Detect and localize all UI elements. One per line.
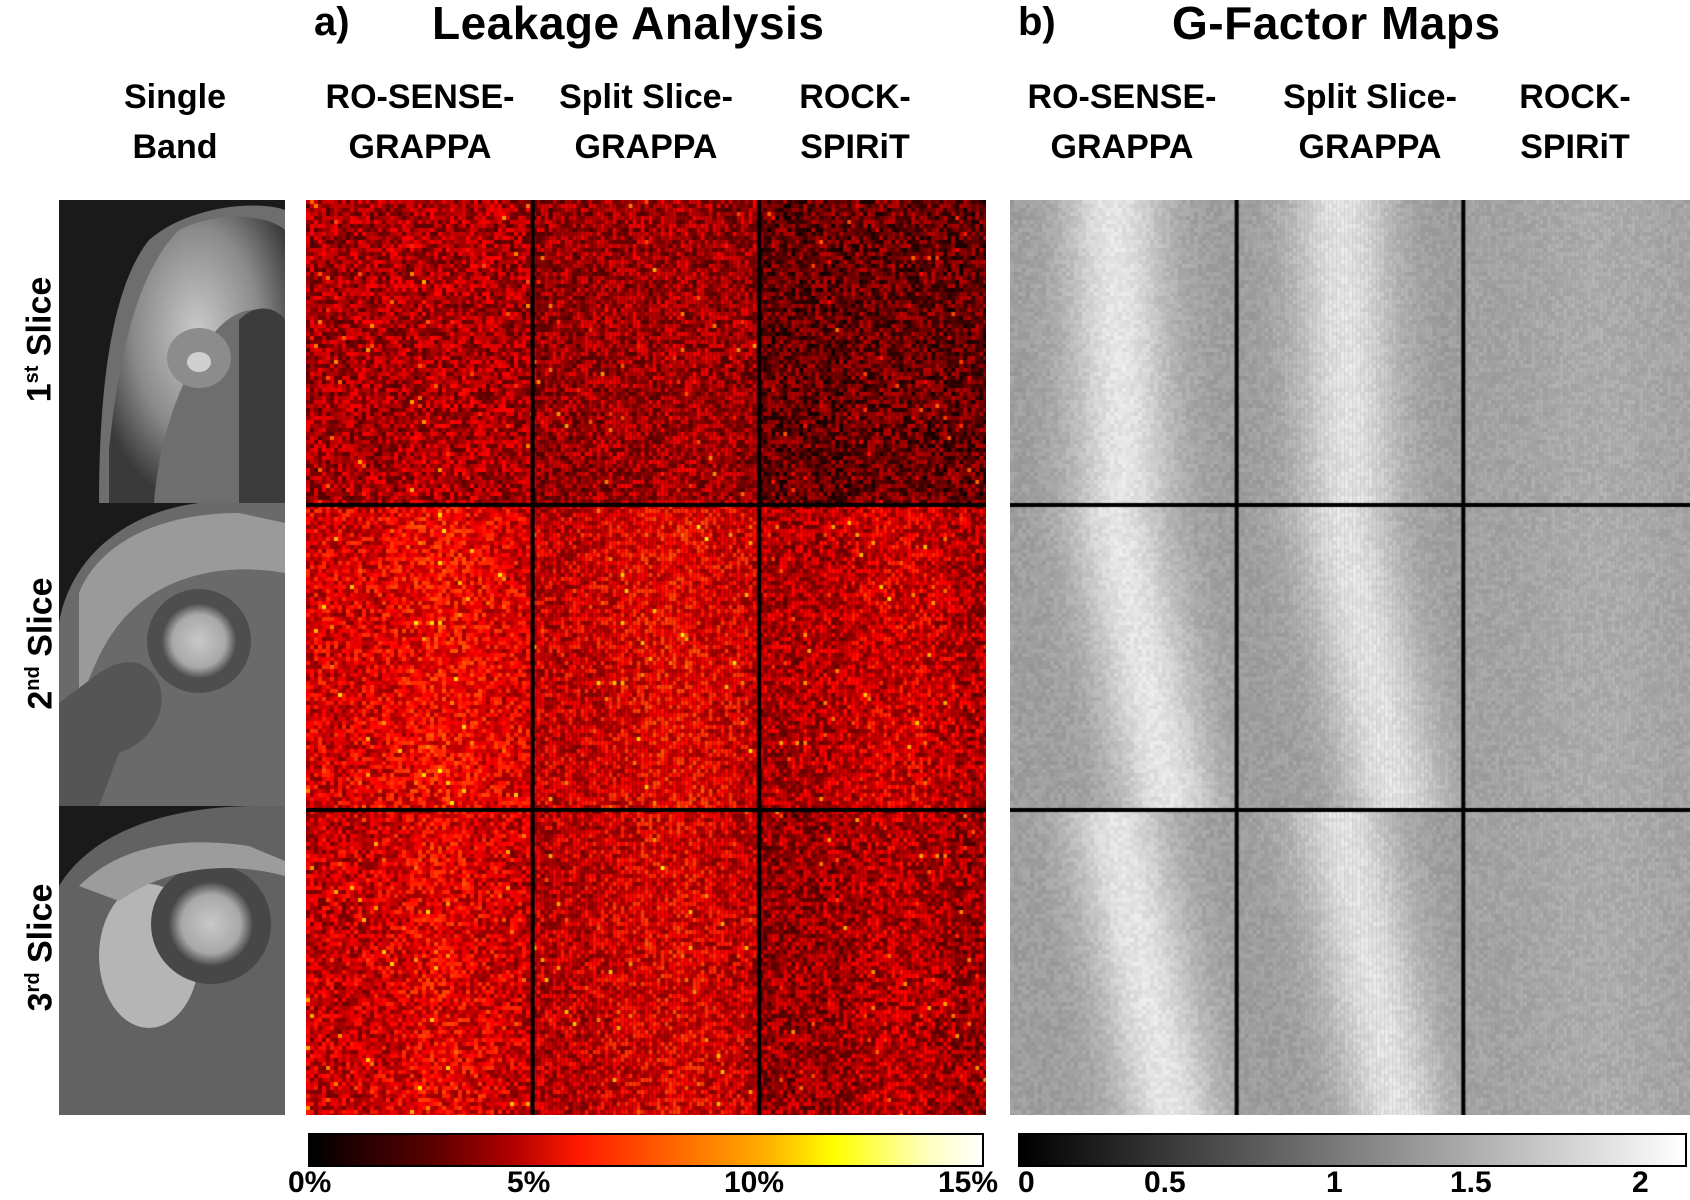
header-line: ROCK- bbox=[799, 78, 911, 116]
header-line: GRAPPA bbox=[1298, 128, 1442, 166]
leakage-colorbar bbox=[308, 1133, 984, 1167]
leakage-analysis-grid bbox=[306, 200, 986, 1115]
panel-a-letter: a) bbox=[314, 0, 350, 44]
single-band-image-column bbox=[59, 200, 285, 1115]
header-line: ROCK- bbox=[1519, 78, 1631, 116]
g-factor-colorbar bbox=[1018, 1133, 1687, 1167]
leakage-analysis-maps bbox=[306, 200, 986, 1115]
single-band-slice-3 bbox=[59, 806, 285, 1115]
row-header-2nd-slice: 2nd Slice bbox=[22, 559, 61, 729]
row-number: 3 bbox=[21, 992, 60, 1012]
header-line: SPIRiT bbox=[800, 128, 910, 166]
header-line: RO-SENSE- bbox=[325, 78, 515, 116]
panel-b-letter: b) bbox=[1018, 0, 1056, 44]
column-header-a-ro-sense-grappa: RO-SENSE- GRAPPA bbox=[310, 72, 530, 172]
g-factor-tick-1-5: 1.5 bbox=[1450, 1166, 1492, 1199]
header-line: Split Slice- bbox=[1283, 78, 1457, 116]
single-band-slice-2 bbox=[59, 503, 285, 806]
leakage-tick-15: 15% bbox=[938, 1166, 999, 1199]
header-line: GRAPPA bbox=[1050, 128, 1194, 166]
row-header-3rd-slice: 3rd Slice bbox=[22, 863, 61, 1033]
g-factor-tick-1: 1 bbox=[1326, 1166, 1343, 1199]
single-band-images bbox=[59, 200, 285, 1115]
row-word: Slice bbox=[21, 883, 60, 973]
header-line: Split Slice- bbox=[559, 78, 733, 116]
g-factor-tick-0-5: 0.5 bbox=[1144, 1166, 1186, 1199]
header-line: GRAPPA bbox=[574, 128, 718, 166]
single-band-slice-1 bbox=[59, 200, 285, 504]
header-line: Band bbox=[132, 128, 218, 166]
panel-a-title: Leakage Analysis bbox=[432, 0, 825, 49]
column-header-b-rock-spirit: ROCK- SPIRiT bbox=[1490, 72, 1660, 172]
panel-b-title: G-Factor Maps bbox=[1172, 0, 1501, 49]
row-word: Slice bbox=[20, 276, 59, 366]
row-number: 1 bbox=[20, 383, 59, 403]
header-line: Single bbox=[123, 78, 227, 116]
column-header-b-ro-sense-grappa: RO-SENSE- GRAPPA bbox=[1012, 72, 1232, 172]
row-number: 2 bbox=[21, 690, 60, 710]
column-header-a-split-slice-grappa: Split Slice- GRAPPA bbox=[536, 72, 756, 172]
header-line: SPIRiT bbox=[1520, 128, 1630, 166]
row-header-1st-slice: 1st Slice bbox=[21, 260, 60, 420]
row-ordinal: rd bbox=[22, 972, 45, 993]
g-factor-maps bbox=[1010, 200, 1690, 1115]
column-header-single-band: Single Band bbox=[90, 72, 260, 172]
row-word: Slice bbox=[21, 577, 60, 667]
header-line: RO-SENSE- bbox=[1027, 78, 1217, 116]
row-ordinal: st bbox=[21, 365, 44, 384]
g-factor-tick-0: 0 bbox=[1018, 1166, 1035, 1199]
g-factor-grid bbox=[1010, 200, 1690, 1115]
header-line: GRAPPA bbox=[348, 128, 492, 166]
leakage-tick-5: 5% bbox=[507, 1166, 551, 1199]
leakage-tick-0: 0% bbox=[288, 1166, 332, 1199]
g-factor-tick-2: 2 bbox=[1632, 1166, 1649, 1199]
row-ordinal: nd bbox=[22, 666, 45, 691]
column-header-b-split-slice-grappa: Split Slice- GRAPPA bbox=[1260, 72, 1480, 172]
leakage-tick-10: 10% bbox=[724, 1166, 785, 1199]
column-header-a-rock-spirit: ROCK- SPIRiT bbox=[770, 72, 940, 172]
